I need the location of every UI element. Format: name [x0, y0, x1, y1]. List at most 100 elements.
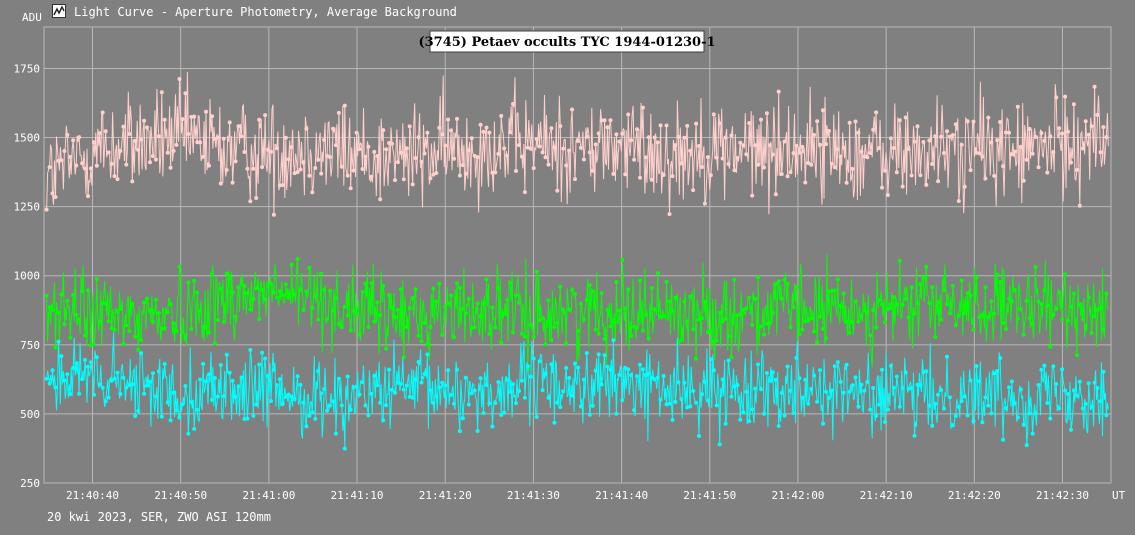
data-point [635, 374, 639, 379]
data-point [1030, 321, 1035, 326]
data-point [602, 336, 607, 341]
data-point [251, 166, 256, 171]
data-point [183, 384, 188, 389]
window-title: Light Curve - Aperture Photometry, Avera… [74, 5, 457, 19]
data-point [835, 360, 840, 365]
data-point [708, 329, 713, 333]
data-point [1086, 132, 1091, 137]
data-point [623, 306, 628, 311]
data-point [277, 289, 282, 294]
data-point [307, 265, 312, 270]
data-point [298, 167, 303, 172]
data-point [528, 146, 533, 151]
data-point [779, 390, 784, 395]
data-point [1051, 364, 1056, 369]
data-point [457, 429, 462, 434]
data-point [1021, 178, 1026, 183]
data-point [756, 275, 761, 280]
data-point [59, 158, 64, 163]
chart-series [44, 71, 1109, 451]
data-point [829, 388, 834, 393]
data-point [903, 370, 908, 375]
data-point [493, 401, 498, 406]
data-point [877, 402, 882, 407]
data-point [593, 368, 598, 373]
data-point [505, 297, 510, 302]
data-point [1007, 297, 1011, 301]
data-point [218, 363, 223, 367]
data-point [924, 369, 929, 374]
data-point [965, 291, 970, 295]
y-axis-ticks: 250 500 750 1000 1250 1500 1750 [14, 62, 41, 490]
data-point [260, 165, 265, 170]
data-point [584, 297, 589, 302]
data-point [977, 151, 982, 156]
data-point [407, 124, 412, 129]
plot-frame [43, 26, 1112, 484]
data-point [171, 321, 176, 325]
data-point [549, 362, 554, 367]
data-point [989, 140, 994, 145]
data-point [1086, 295, 1091, 300]
data-point [204, 109, 208, 114]
data-point [1024, 157, 1029, 162]
data-point [1039, 302, 1044, 307]
data-point [567, 376, 572, 380]
data-point [986, 315, 991, 320]
data-point [543, 342, 548, 347]
data-point [658, 397, 663, 402]
data-point [171, 390, 176, 395]
data-point [667, 401, 672, 406]
data-point [596, 331, 601, 336]
data-point [679, 338, 684, 343]
data-point [797, 376, 802, 381]
data-point [348, 186, 353, 191]
data-point [375, 154, 380, 159]
data-point [1015, 316, 1020, 321]
data-point [927, 301, 932, 306]
data-point [638, 362, 642, 367]
data-point [670, 417, 675, 422]
data-point [838, 154, 843, 159]
data-point [1074, 393, 1079, 398]
data-point [962, 311, 967, 316]
data-point [363, 154, 368, 159]
data-point [841, 390, 846, 395]
data-point [640, 105, 645, 110]
data-point [711, 112, 716, 117]
data-point [301, 160, 306, 165]
data-point [186, 280, 191, 285]
data-point [511, 102, 515, 106]
data-point [567, 148, 572, 153]
data-point [357, 392, 362, 397]
data-point [1039, 367, 1044, 372]
data-point [697, 434, 701, 438]
data-point [841, 291, 846, 296]
data-point [136, 409, 141, 413]
data-point [711, 368, 716, 373]
data-point [148, 308, 152, 313]
data-point [519, 331, 524, 336]
data-point [1104, 413, 1109, 418]
data-point [215, 135, 220, 140]
data-point [812, 373, 817, 378]
data-point [965, 413, 970, 418]
data-point [1066, 391, 1070, 396]
data-point [422, 321, 427, 325]
data-point [428, 176, 433, 181]
data-point [159, 414, 164, 419]
data-point [401, 177, 406, 182]
data-point [360, 289, 365, 294]
data-point [304, 126, 309, 131]
data-point [369, 391, 374, 396]
data-point [1069, 427, 1073, 432]
data-point [177, 77, 182, 81]
data-point [1089, 404, 1094, 409]
data-point [517, 300, 521, 305]
data-point [103, 301, 108, 306]
data-point [800, 395, 805, 400]
data-point [747, 419, 752, 424]
data-point [635, 325, 639, 330]
data-point [393, 315, 397, 320]
data-point [339, 403, 344, 408]
